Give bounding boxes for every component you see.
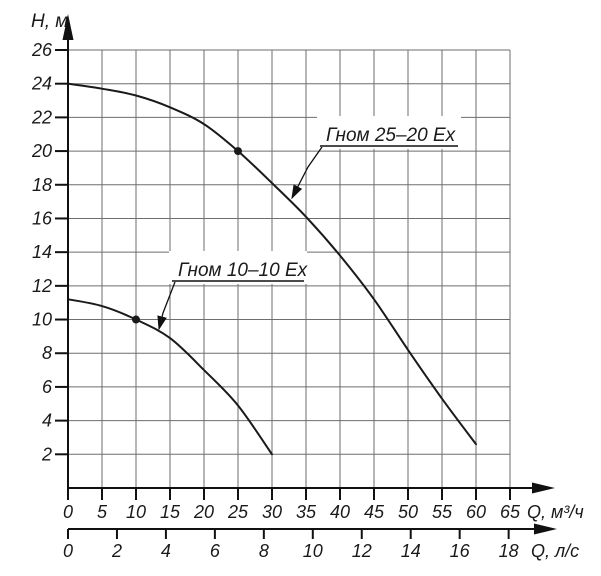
x-secondary-tick-label: 12 — [352, 541, 372, 561]
x-axis-primary-unit-label: Q, м³/ч — [527, 502, 584, 522]
y-tick-label: 2 — [41, 444, 52, 464]
y-axis-unit-label: H, м — [31, 11, 68, 32]
label-mask — [317, 116, 461, 149]
y-tick-label: 18 — [32, 175, 52, 195]
y-axis-arrow-icon — [62, 14, 74, 40]
curve-path — [67, 298, 273, 456]
x-primary-tick-label: 55 — [432, 502, 453, 522]
x-primary-tick-label: 15 — [160, 502, 181, 522]
y-tick-label: 16 — [32, 208, 53, 228]
curve-label-text: Гном 25–20 Ex — [326, 125, 457, 146]
axis-unit-labels: H, м Q, м³/ч Q, л/с — [31, 11, 584, 561]
x-secondary-tick-label: 10 — [303, 541, 323, 561]
x-secondary-tick-label: 4 — [161, 541, 171, 561]
duty-point-dot — [234, 147, 242, 156]
curve-annotation-0: Гном 25–20 Ex — [291, 116, 461, 200]
x-secondary-tick-label: 6 — [210, 541, 221, 561]
grid — [68, 49, 511, 488]
y-tick-label: 22 — [31, 107, 52, 127]
x-secondary-tick-label: 16 — [450, 541, 471, 561]
x-primary-tick-label: 60 — [466, 502, 486, 522]
curve-annotation-1: Гном 10–10 Ex — [157, 251, 309, 331]
x-primary-tick-label: 25 — [227, 502, 249, 522]
x-axis-primary-arrow-icon — [532, 482, 555, 494]
curve-path — [67, 82, 477, 446]
x-primary-tick-label: 40 — [330, 502, 350, 522]
x-secondary-tick-label: 2 — [111, 541, 122, 561]
x-primary-tick-label: 10 — [126, 502, 146, 522]
y-tick-label: 20 — [31, 141, 52, 161]
x-axis-secondary-arrow-icon — [534, 523, 557, 535]
x-primary-tick-label: 50 — [398, 502, 418, 522]
y-tick-label: 4 — [42, 411, 52, 431]
y-tick-label: 26 — [31, 40, 53, 60]
x-primary-tick-label: 45 — [364, 502, 385, 522]
x-secondary-tick-label: 18 — [499, 541, 519, 561]
leader-arrow — [291, 146, 323, 200]
x-primary-tick-label: 5 — [97, 502, 108, 522]
x-axis-secondary-unit-label: Q, л/с — [531, 541, 579, 561]
y-tick-label: 24 — [31, 74, 52, 94]
axes — [62, 14, 557, 535]
tick-marks — [55, 49, 511, 539]
y-tick-label: 8 — [42, 343, 52, 363]
x-primary-tick-label: 65 — [500, 502, 521, 522]
x-primary-tick-label: 35 — [296, 502, 317, 522]
y-tick-label: 12 — [32, 276, 52, 296]
duty-point-dot — [132, 315, 140, 324]
x-secondary-tick-label: 0 — [63, 541, 73, 561]
curve-series-0 — [67, 82, 477, 446]
label-mask — [169, 251, 307, 284]
x-secondary-tick-label: 8 — [259, 541, 269, 561]
curve-series-1 — [67, 298, 273, 456]
y-tick-label: 6 — [42, 377, 53, 397]
leader-arrow — [157, 281, 176, 331]
curve-label-text: Гном 10–10 Ex — [178, 260, 309, 281]
y-tick-label: 14 — [32, 242, 52, 262]
x-primary-tick-label: 20 — [193, 502, 214, 522]
x-primary-tick-label: 0 — [63, 502, 73, 522]
y-tick-label: 10 — [32, 310, 52, 330]
x-secondary-tick-label: 14 — [401, 541, 421, 561]
x-primary-tick-label: 30 — [262, 502, 282, 522]
